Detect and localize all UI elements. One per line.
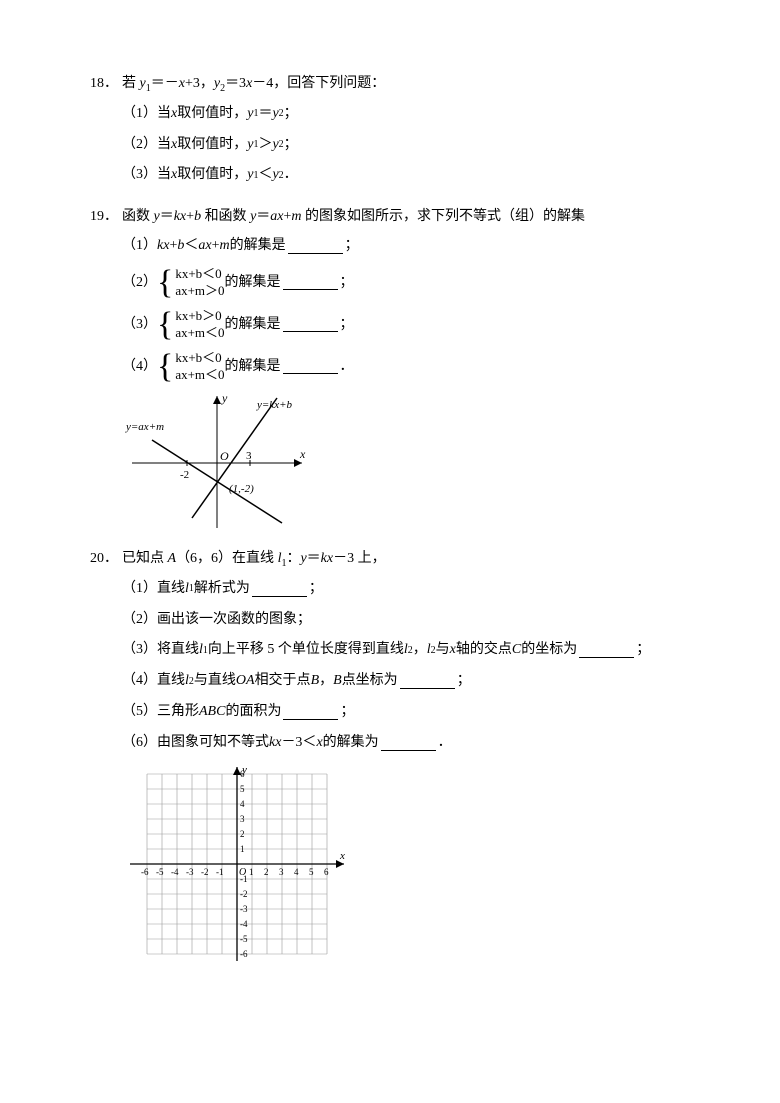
blank-input[interactable] bbox=[283, 705, 338, 720]
graph-19: y x O -2 3 y=kx+b y=ax+m (1,-2) bbox=[90, 388, 690, 533]
svg-text:2: 2 bbox=[240, 829, 245, 839]
blank-input[interactable] bbox=[381, 736, 436, 751]
problem-number: 20． bbox=[90, 545, 122, 573]
svg-text:-1: -1 bbox=[240, 874, 248, 884]
blank-input[interactable] bbox=[283, 275, 338, 290]
svg-text:-6: -6 bbox=[240, 949, 248, 959]
subpart-20-2: （2）画出该一次函数的图象； bbox=[90, 605, 690, 636]
svg-text:4: 4 bbox=[294, 867, 299, 877]
svg-text:y=kx+b: y=kx+b bbox=[256, 399, 292, 411]
problem-20: 20． 已知点 A（6，6）在直线 l1：y＝kx－3 上， （1）直线 l1 … bbox=[90, 545, 690, 969]
svg-text:5: 5 bbox=[240, 784, 245, 794]
problem-stem: 函数 y＝kx+b 和函数 y＝ax+m 的图象如图所示，求下列不等式（组）的解… bbox=[122, 203, 690, 231]
problem-number: 18． bbox=[90, 70, 122, 98]
subpart-19-4: （4） { kx+b＜0 ax+m＜0 的解集是． bbox=[90, 346, 690, 388]
svg-text:(1,-2): (1,-2) bbox=[229, 483, 254, 495]
svg-text:6: 6 bbox=[324, 867, 329, 877]
svg-text:-4: -4 bbox=[171, 867, 179, 877]
svg-text:2: 2 bbox=[264, 867, 269, 877]
svg-text:3: 3 bbox=[279, 867, 284, 877]
blank-input[interactable] bbox=[252, 582, 307, 597]
blank-input[interactable] bbox=[400, 674, 455, 689]
svg-text:y=ax+m: y=ax+m bbox=[125, 421, 164, 433]
svg-text:5: 5 bbox=[309, 867, 314, 877]
inequality-system: { kx+b＜0 ax+m＞0 bbox=[157, 266, 225, 300]
svg-text:-6: -6 bbox=[141, 867, 149, 877]
subpart-18-2: （2）当 x 取何值时，y1＞y2； bbox=[90, 130, 690, 161]
problem-19: 19． 函数 y＝kx+b 和函数 y＝ax+m 的图象如图所示，求下列不等式（… bbox=[90, 203, 690, 533]
svg-text:-4: -4 bbox=[240, 919, 248, 929]
subpart-19-2: （2） { kx+b＜0 ax+m＞0 的解集是； bbox=[90, 262, 690, 304]
svg-text:-5: -5 bbox=[156, 867, 164, 877]
page-content: 18． 若 y1＝－x+3，y2＝3x－4，回答下列问题： （1）当 x 取何值… bbox=[0, 0, 780, 1021]
problem-stem: 若 y1＝－x+3，y2＝3x－4，回答下列问题： bbox=[122, 70, 690, 99]
subpart-20-6: （6）由图象可知不等式 kx－3＜x 的解集为． bbox=[90, 728, 690, 759]
svg-text:3: 3 bbox=[246, 450, 252, 462]
svg-text:-5: -5 bbox=[240, 934, 248, 944]
svg-text:-2: -2 bbox=[240, 889, 248, 899]
subpart-19-3: （3） { kx+b＞0 ax+m＜0 的解集是； bbox=[90, 304, 690, 346]
blank-input[interactable] bbox=[283, 317, 338, 332]
y-axis-label: y bbox=[221, 391, 228, 405]
blank-input[interactable] bbox=[579, 643, 634, 658]
inequality-system: { kx+b＞0 ax+m＜0 bbox=[157, 308, 225, 342]
subpart-19-1: （1）kx+b＜ax+m 的解集是； bbox=[90, 231, 690, 262]
brace-icon: { bbox=[157, 308, 173, 342]
graph-20-grid: 幅 y x O -6-5-4-3-2-1123456 123456-1-2-3-… bbox=[90, 759, 690, 969]
origin-label: O bbox=[220, 449, 229, 463]
svg-text:-3: -3 bbox=[186, 867, 194, 877]
svg-text:x: x bbox=[339, 850, 345, 862]
blank-input[interactable] bbox=[288, 239, 343, 254]
svg-text:1: 1 bbox=[240, 844, 245, 854]
svg-text:1: 1 bbox=[249, 867, 254, 877]
coordinate-grid-svg: 幅 y x O -6-5-4-3-2-1123456 123456-1-2-3-… bbox=[122, 759, 352, 969]
svg-text:4: 4 bbox=[240, 799, 245, 809]
subpart-20-4: （4）直线 l2 与直线 OA 相交于点 B，B 点坐标为； bbox=[90, 666, 690, 697]
problem-number: 19． bbox=[90, 203, 122, 231]
problem-18: 18． 若 y1＝－x+3，y2＝3x－4，回答下列问题： （1）当 x 取何值… bbox=[90, 70, 690, 191]
x-axis-label: x bbox=[299, 447, 306, 461]
brace-icon: { bbox=[157, 266, 173, 300]
blank-input[interactable] bbox=[283, 359, 338, 374]
subpart-18-3: （3）当 x 取何值时，y1＜y2． bbox=[90, 160, 690, 191]
inequality-system: { kx+b＜0 ax+m＜0 bbox=[157, 350, 225, 384]
subpart-20-5: （5）三角形 ABC 的面积为； bbox=[90, 697, 690, 728]
subpart-20-1: （1）直线 l1 解析式为； bbox=[90, 574, 690, 605]
svg-text:-1: -1 bbox=[216, 867, 224, 877]
svg-text:-3: -3 bbox=[240, 904, 248, 914]
line-graph-svg: y x O -2 3 y=kx+b y=ax+m (1,-2) bbox=[122, 388, 312, 533]
svg-text:6: 6 bbox=[240, 769, 245, 779]
svg-text:3: 3 bbox=[240, 814, 245, 824]
svg-text:-2: -2 bbox=[180, 469, 189, 481]
subpart-20-3: （3）将直线 l1 向上平移 5 个单位长度得到直线 l2，l2 与 x 轴的交… bbox=[90, 635, 690, 666]
subpart-18-1: （1）当 x 取何值时，y1＝y2； bbox=[90, 99, 690, 130]
brace-icon: { bbox=[157, 350, 173, 384]
svg-text:-2: -2 bbox=[201, 867, 209, 877]
problem-stem: 已知点 A（6，6）在直线 l1：y＝kx－3 上， bbox=[122, 545, 690, 574]
